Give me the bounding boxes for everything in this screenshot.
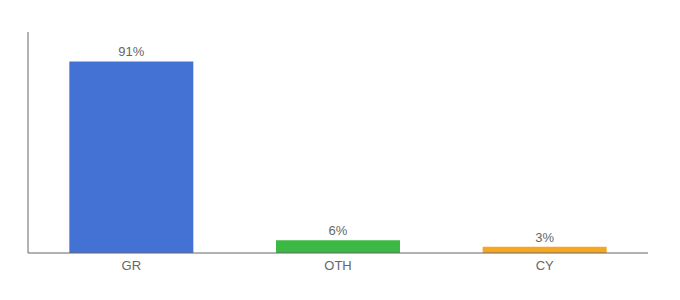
svg-text:3%: 3% — [535, 230, 554, 245]
svg-text:CY: CY — [536, 258, 554, 273]
svg-text:OTH: OTH — [324, 258, 351, 273]
svg-text:6%: 6% — [329, 223, 348, 238]
svg-text:91%: 91% — [118, 44, 144, 59]
svg-text:GR: GR — [122, 258, 142, 273]
